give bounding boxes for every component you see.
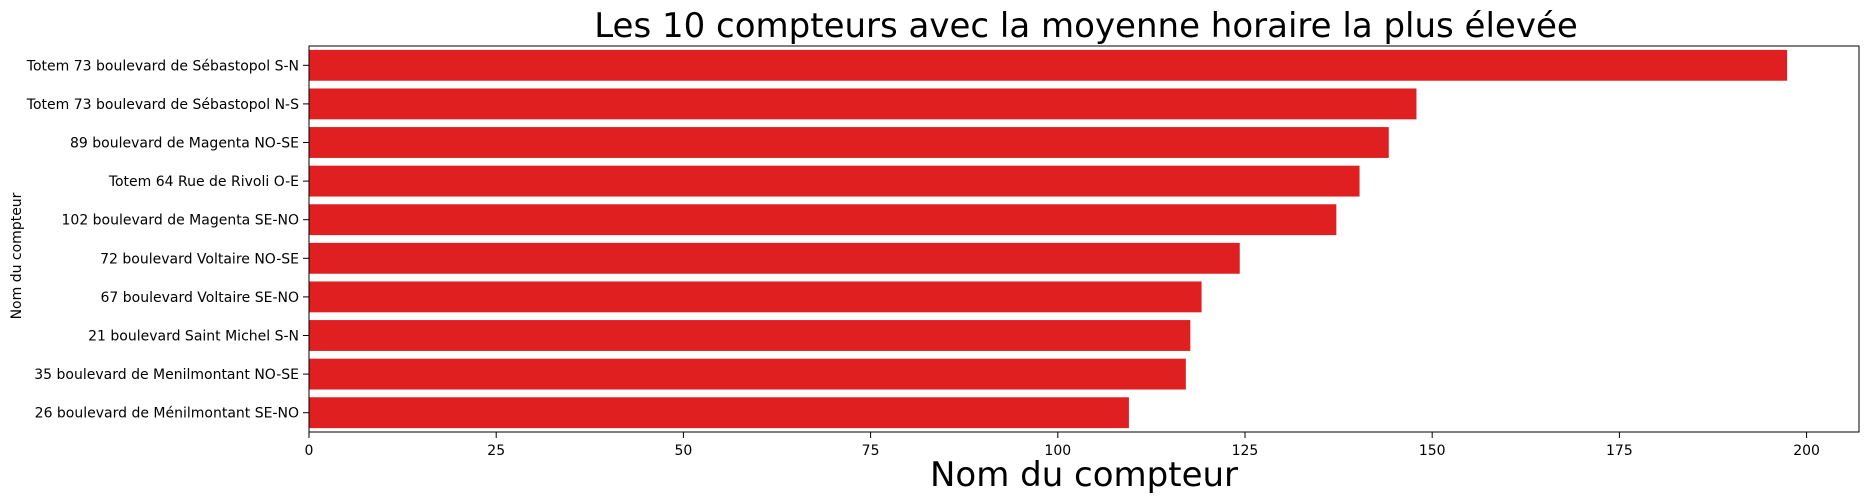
bar bbox=[309, 49, 1788, 81]
bars-group bbox=[309, 49, 1788, 429]
y-axis-ticks: Totem 73 boulevard de Sébastopol S-N Tote… bbox=[26, 58, 309, 422]
x-tick-label: 150 bbox=[1419, 443, 1446, 459]
x-tick-label: 100 bbox=[1044, 443, 1071, 459]
y-tick-label: 72 boulevard Voltaire NO-SE bbox=[100, 251, 299, 267]
y-tick-label: 102 boulevard de Magenta SE-NO bbox=[62, 213, 300, 229]
bar bbox=[309, 281, 1202, 313]
bar bbox=[309, 397, 1129, 429]
y-tick-label: 26 boulevard de Ménilmontant SE-NO bbox=[35, 406, 299, 422]
y-tick-label: 21 boulevard Saint Michel S-N bbox=[88, 329, 299, 345]
bar bbox=[309, 88, 1417, 120]
y-tick-label: Totem 73 boulevard de Sébastopol N-S bbox=[26, 97, 299, 113]
x-tick-label: 0 bbox=[305, 443, 314, 459]
x-tick-label: 175 bbox=[1606, 443, 1633, 459]
bar bbox=[309, 204, 1337, 236]
x-axis-ticks: 0 25 50 75 100 125 150 175 200 bbox=[305, 432, 1820, 459]
x-tick-label: 75 bbox=[862, 443, 880, 459]
y-tick-label: 89 boulevard de Magenta NO-SE bbox=[70, 136, 299, 152]
y-tick-label: 67 boulevard Voltaire SE-NO bbox=[101, 290, 300, 306]
x-tick-label: 25 bbox=[487, 443, 505, 459]
bar bbox=[309, 242, 1240, 274]
chart-title: Les 10 compteurs avec la moyenne horaire… bbox=[594, 6, 1578, 46]
x-axis-label: Nom du compteur bbox=[930, 455, 1238, 495]
y-tick-label: Totem 64 Rue de Rivoli O-E bbox=[108, 174, 299, 190]
bar bbox=[309, 127, 1389, 158]
y-tick-label: 35 boulevard de Menilmontant NO-SE bbox=[34, 367, 299, 383]
x-tick-label: 200 bbox=[1793, 443, 1820, 459]
bar bbox=[309, 358, 1186, 390]
y-tick-label: Totem 73 boulevard de Sébastopol S-N bbox=[26, 58, 299, 74]
x-tick-label: 50 bbox=[674, 443, 692, 459]
bar bbox=[309, 320, 1191, 351]
y-axis-label: Nom du compteur bbox=[9, 192, 25, 319]
plot-frame bbox=[308, 45, 1860, 433]
x-tick-label: 125 bbox=[1232, 443, 1259, 459]
bar bbox=[309, 165, 1360, 197]
